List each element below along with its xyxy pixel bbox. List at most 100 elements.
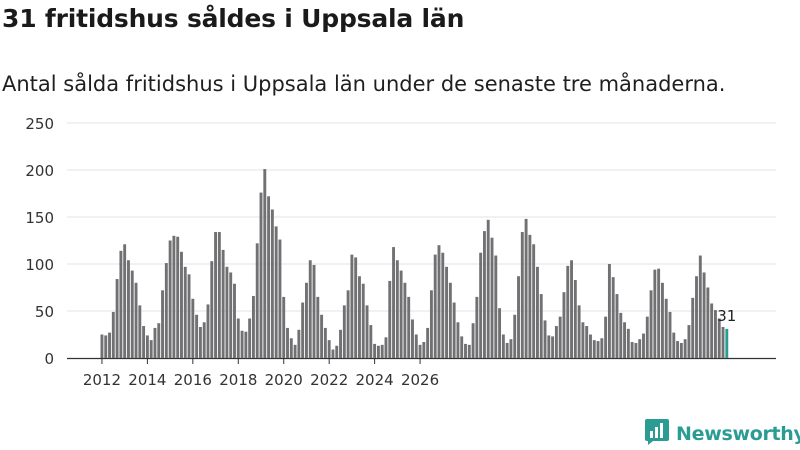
bar <box>532 244 536 358</box>
bar <box>157 323 161 358</box>
bar <box>172 235 176 358</box>
bar <box>475 296 479 358</box>
bar <box>429 290 433 358</box>
bar <box>456 322 460 358</box>
bar <box>505 342 509 358</box>
bar <box>251 295 255 358</box>
bar <box>448 282 452 358</box>
bar <box>539 294 543 358</box>
bar <box>592 340 596 358</box>
bar <box>161 290 164 358</box>
bar <box>634 342 638 358</box>
bar <box>437 245 441 358</box>
bar <box>388 280 392 358</box>
bar <box>142 326 146 358</box>
bar <box>202 322 206 358</box>
bar <box>695 276 698 358</box>
bar <box>501 334 505 358</box>
latest-value-label: 31 <box>717 307 736 325</box>
bar <box>642 333 645 358</box>
bar-series <box>100 169 729 358</box>
bar <box>138 305 142 358</box>
bar <box>702 272 706 358</box>
bar <box>308 260 312 358</box>
bar <box>562 292 566 358</box>
bar <box>710 303 714 358</box>
bar <box>687 325 691 358</box>
bar <box>615 294 619 358</box>
x-tick-label: 2016 <box>174 371 212 389</box>
chart-title: 31 fritidshus såldes i Uppsala län <box>2 4 465 33</box>
y-axis-ticks: 0 50 100 150 200 250 <box>25 115 54 368</box>
bar <box>286 327 289 358</box>
bar <box>619 312 623 358</box>
bar <box>111 311 115 358</box>
bar <box>422 342 426 358</box>
bar <box>577 305 581 358</box>
bar <box>191 298 195 358</box>
bar <box>180 251 183 358</box>
bar <box>100 334 104 358</box>
bar <box>323 327 327 358</box>
bar <box>316 296 320 358</box>
bar <box>320 314 324 358</box>
bar <box>119 250 123 358</box>
bar <box>520 232 524 358</box>
bar <box>361 283 365 358</box>
x-tick-label: 2024 <box>356 371 394 389</box>
bar <box>490 237 494 358</box>
bar <box>346 290 350 358</box>
bar <box>683 339 687 358</box>
bar <box>411 319 414 358</box>
bar <box>698 255 702 358</box>
bar <box>270 209 274 358</box>
x-tick-label: 2020 <box>265 371 303 389</box>
bar <box>183 266 187 358</box>
bar <box>130 270 134 358</box>
bar <box>168 240 172 358</box>
bar <box>195 314 199 358</box>
bar <box>403 282 407 358</box>
bar <box>206 304 210 358</box>
bar <box>570 260 573 358</box>
bar <box>127 260 130 358</box>
x-tick-label: 2026 <box>401 371 439 389</box>
bar <box>392 247 395 358</box>
bar <box>267 196 271 358</box>
y-tick-label: 150 <box>25 209 54 227</box>
y-tick-label: 50 <box>35 303 54 321</box>
bar <box>513 314 517 358</box>
bar <box>630 342 634 358</box>
bar <box>331 349 335 358</box>
bar <box>668 311 672 358</box>
y-tick-label: 200 <box>25 162 54 180</box>
bar <box>301 302 305 358</box>
bar <box>471 323 475 358</box>
bar <box>407 296 411 358</box>
bar <box>554 326 558 358</box>
bar <box>441 252 445 358</box>
brand-logo[interactable]: Newsworthy <box>644 419 800 448</box>
bar <box>342 305 346 358</box>
bar <box>225 266 229 358</box>
bar <box>221 249 225 358</box>
bar <box>259 192 263 358</box>
bar <box>638 339 642 358</box>
bar <box>649 290 653 358</box>
bar <box>278 239 282 358</box>
bar <box>380 344 384 358</box>
bar <box>581 322 585 358</box>
bar <box>149 340 153 358</box>
bar <box>395 260 399 358</box>
bar <box>664 298 668 358</box>
bar <box>623 322 627 358</box>
bar <box>547 335 551 358</box>
bar <box>672 332 676 358</box>
bar <box>145 335 149 358</box>
bar <box>517 276 520 358</box>
data-labels: 31 <box>717 307 736 325</box>
bar <box>585 326 589 358</box>
bar <box>108 332 111 358</box>
bar <box>327 340 331 358</box>
